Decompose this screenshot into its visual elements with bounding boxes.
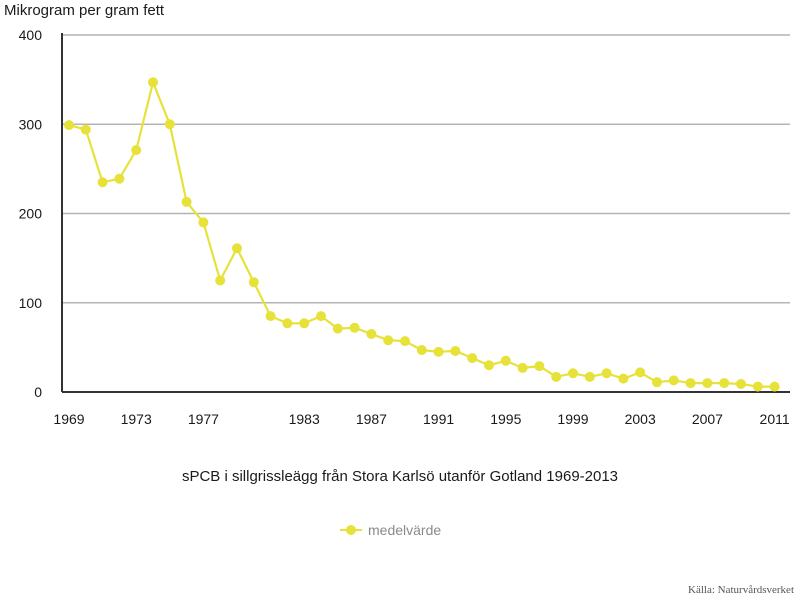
data-point xyxy=(517,362,528,373)
legend-label: medelvärde xyxy=(368,522,442,538)
legend[interactable]: medelvärde xyxy=(340,522,441,538)
x-tick-label: 1973 xyxy=(121,411,152,427)
data-point xyxy=(400,336,410,347)
data-point xyxy=(164,119,175,130)
x-tick-label: 1977 xyxy=(188,411,219,427)
x-tick-labels: 1969 1973 1977 1983 1987 1991 1995 1999 2003 2007… xyxy=(53,411,789,427)
y-tick-label: 300 xyxy=(19,116,43,132)
data-point xyxy=(467,353,478,364)
data-point xyxy=(232,243,242,254)
data-point xyxy=(568,368,578,379)
data-point xyxy=(500,355,511,366)
data-point xyxy=(433,346,444,357)
data-point xyxy=(685,378,696,389)
x-tick-label: 1999 xyxy=(557,411,588,427)
data-point xyxy=(702,378,713,389)
series-medelvarde xyxy=(64,77,780,392)
data-point xyxy=(668,375,679,386)
legend-marker-icon xyxy=(340,525,362,535)
gridlines xyxy=(62,34,790,304)
data-point xyxy=(282,318,293,329)
y-axis-label: Mikrogram per gram fett xyxy=(4,2,165,19)
data-point xyxy=(80,124,91,135)
data-point xyxy=(769,381,780,392)
data-point xyxy=(450,345,461,356)
data-point xyxy=(131,145,142,156)
data-point xyxy=(584,371,595,382)
data-point xyxy=(736,378,746,389)
data-point xyxy=(198,217,209,228)
data-point xyxy=(265,311,276,322)
y-tick-label: 200 xyxy=(19,206,43,222)
data-point xyxy=(316,311,326,322)
chart-title: sPCB i sillgrissleägg från Stora Karlsö … xyxy=(181,468,619,485)
x-tick-label: 1995 xyxy=(490,411,521,427)
data-point xyxy=(366,328,377,339)
x-tick-label: 2007 xyxy=(692,411,723,427)
data-point xyxy=(416,345,427,356)
x-tick-label: 1969 xyxy=(53,411,84,427)
data-point xyxy=(114,173,125,184)
data-point xyxy=(752,381,763,392)
x-tick-label: 1991 xyxy=(423,411,454,427)
y-tick-label: 0 xyxy=(34,384,42,400)
x-tick-label: 1987 xyxy=(356,411,387,427)
x-tick-label: 2011 xyxy=(760,411,790,427)
data-point xyxy=(551,371,562,382)
data-point xyxy=(601,368,612,379)
source-note: Källa: Naturvårdsverket xyxy=(688,584,794,596)
data-point xyxy=(719,378,730,389)
data-point xyxy=(618,373,629,384)
data-point xyxy=(181,196,192,207)
x-tick-label: 2003 xyxy=(625,411,656,427)
data-point xyxy=(97,177,108,188)
data-point xyxy=(349,322,360,333)
data-point xyxy=(215,275,226,286)
data-point xyxy=(635,367,646,378)
axes xyxy=(61,33,790,393)
series-line xyxy=(68,81,775,388)
data-point xyxy=(332,323,343,334)
y-tick-labels: 0 100 200 300 400 xyxy=(19,27,43,400)
data-point xyxy=(383,335,394,346)
y-tick-label: 100 xyxy=(19,295,43,311)
data-point xyxy=(148,77,158,88)
data-point xyxy=(484,360,494,371)
data-point xyxy=(652,377,662,388)
data-point xyxy=(64,120,74,131)
x-tick-label: 1983 xyxy=(289,411,320,427)
data-point xyxy=(299,318,310,329)
y-tick-label: 400 xyxy=(19,27,43,43)
data-point xyxy=(248,277,259,288)
data-point xyxy=(534,361,545,372)
